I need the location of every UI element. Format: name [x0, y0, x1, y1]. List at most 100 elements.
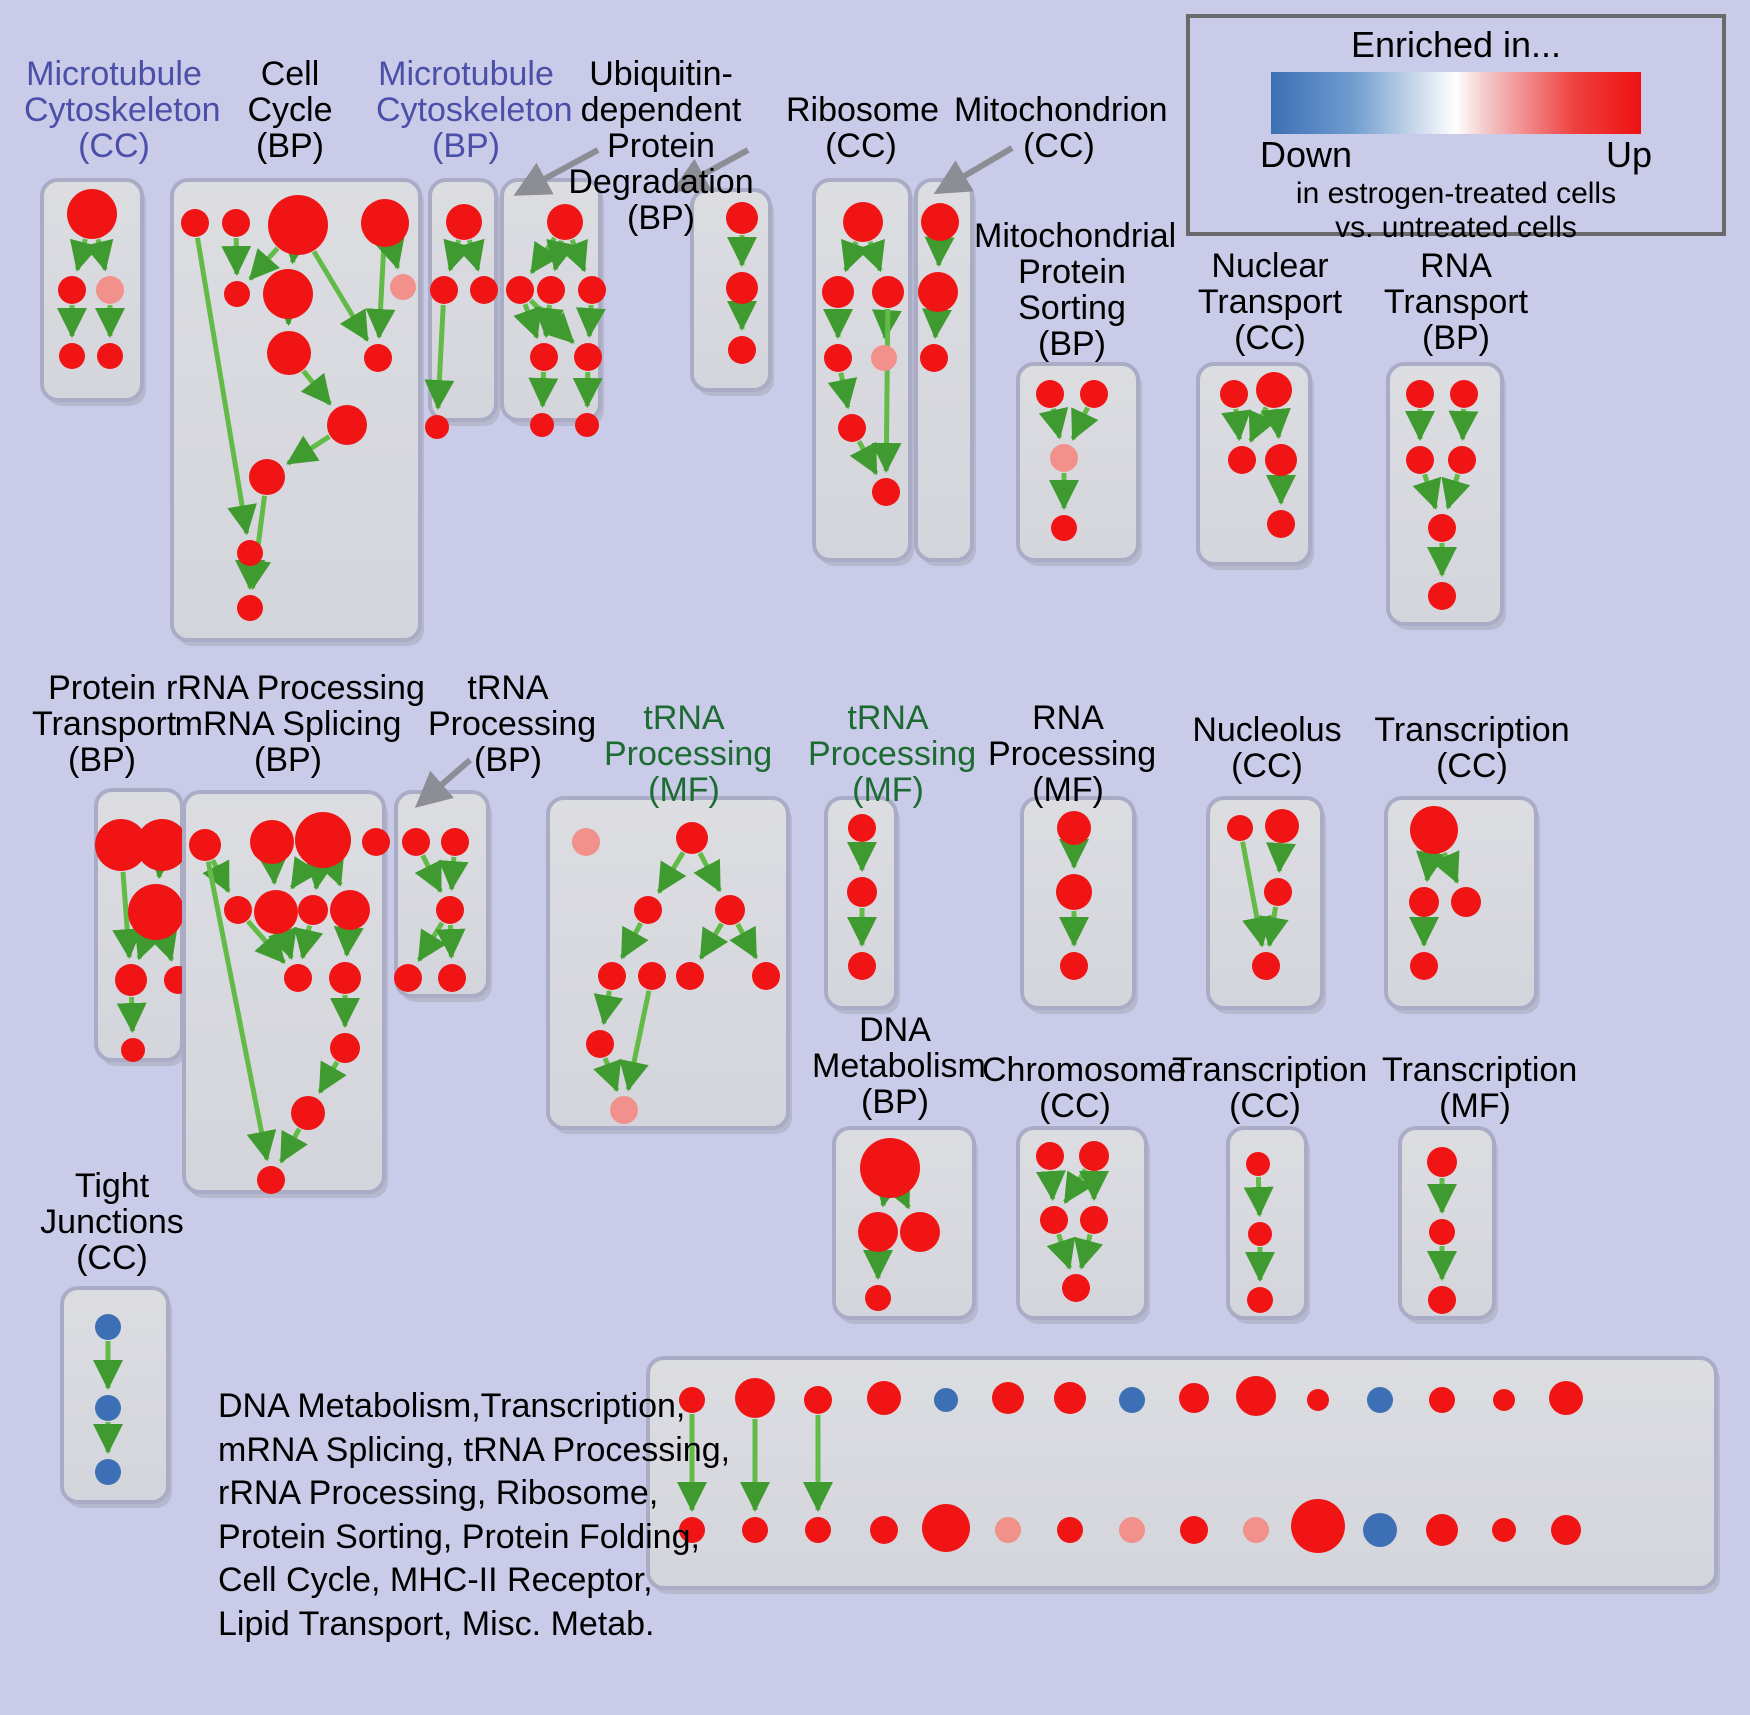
- network-node[interactable]: [224, 281, 250, 307]
- network-node[interactable]: [872, 276, 904, 308]
- network-node[interactable]: [249, 459, 285, 495]
- network-node[interactable]: [598, 962, 626, 990]
- network-node[interactable]: [922, 1504, 970, 1552]
- network-node[interactable]: [1307, 1389, 1329, 1411]
- network-node[interactable]: [1247, 1287, 1273, 1313]
- network-node[interactable]: [805, 1517, 831, 1543]
- network-node[interactable]: [446, 204, 482, 240]
- network-node[interactable]: [843, 202, 883, 242]
- network-node[interactable]: [752, 962, 780, 990]
- network-node[interactable]: [1054, 1382, 1086, 1414]
- network-node[interactable]: [250, 820, 294, 864]
- network-node[interactable]: [254, 890, 298, 934]
- network-node[interactable]: [1080, 380, 1108, 408]
- network-node[interactable]: [284, 964, 312, 992]
- network-node[interactable]: [364, 344, 392, 372]
- network-node[interactable]: [1427, 1147, 1457, 1177]
- network-node[interactable]: [1426, 1514, 1458, 1546]
- network-node[interactable]: [822, 276, 854, 308]
- network-node[interactable]: [715, 895, 745, 925]
- network-node[interactable]: [267, 331, 311, 375]
- network-node[interactable]: [860, 1138, 920, 1198]
- network-node[interactable]: [920, 344, 948, 372]
- network-node[interactable]: [95, 1395, 121, 1421]
- network-node[interactable]: [96, 276, 124, 304]
- network-node[interactable]: [1492, 1518, 1516, 1542]
- network-node[interactable]: [1036, 380, 1064, 408]
- network-node[interactable]: [1220, 380, 1248, 408]
- network-node[interactable]: [438, 964, 466, 992]
- network-node[interactable]: [115, 964, 147, 996]
- network-node[interactable]: [1040, 1206, 1068, 1234]
- network-node[interactable]: [547, 204, 583, 240]
- network-node[interactable]: [1062, 1274, 1090, 1302]
- network-node[interactable]: [1056, 874, 1092, 910]
- network-node[interactable]: [425, 415, 449, 439]
- network-node[interactable]: [1050, 444, 1078, 472]
- network-node[interactable]: [1057, 1517, 1083, 1543]
- network-node[interactable]: [742, 1517, 768, 1543]
- network-node[interactable]: [858, 1212, 898, 1252]
- network-node[interactable]: [1549, 1381, 1583, 1415]
- network-node[interactable]: [867, 1381, 901, 1415]
- network-node[interactable]: [872, 478, 900, 506]
- network-node[interactable]: [1410, 952, 1438, 980]
- network-node[interactable]: [735, 1378, 775, 1418]
- network-node[interactable]: [586, 1030, 614, 1058]
- network-node[interactable]: [394, 964, 422, 992]
- network-node[interactable]: [676, 822, 708, 854]
- network-node[interactable]: [728, 336, 756, 364]
- network-node[interactable]: [530, 413, 554, 437]
- network-node[interactable]: [638, 962, 666, 990]
- network-node[interactable]: [1051, 515, 1077, 541]
- network-node[interactable]: [237, 595, 263, 621]
- network-node[interactable]: [330, 890, 370, 930]
- network-node[interactable]: [848, 952, 876, 980]
- network-node[interactable]: [870, 1516, 898, 1544]
- network-node[interactable]: [1252, 952, 1280, 980]
- network-node[interactable]: [263, 269, 313, 319]
- network-node[interactable]: [848, 814, 876, 842]
- network-node[interactable]: [402, 828, 430, 856]
- network-node[interactable]: [1248, 1222, 1272, 1246]
- network-node[interactable]: [1448, 446, 1476, 474]
- network-node[interactable]: [58, 276, 86, 304]
- network-node[interactable]: [847, 877, 877, 907]
- network-node[interactable]: [361, 199, 409, 247]
- network-node[interactable]: [95, 819, 147, 871]
- network-node[interactable]: [470, 276, 498, 304]
- network-node[interactable]: [610, 1096, 638, 1124]
- network-node[interactable]: [441, 828, 469, 856]
- network-node[interactable]: [1267, 510, 1295, 538]
- network-node[interactable]: [330, 1033, 360, 1063]
- network-node[interactable]: [237, 540, 263, 566]
- network-node[interactable]: [181, 209, 209, 237]
- network-node[interactable]: [1119, 1517, 1145, 1543]
- network-node[interactable]: [1363, 1513, 1397, 1547]
- network-node[interactable]: [1057, 811, 1091, 845]
- network-node[interactable]: [1429, 1387, 1455, 1413]
- network-node[interactable]: [268, 195, 328, 255]
- network-node[interactable]: [329, 962, 361, 994]
- network-node[interactable]: [679, 1517, 705, 1543]
- network-node[interactable]: [1060, 952, 1088, 980]
- network-node[interactable]: [59, 343, 85, 369]
- network-node[interactable]: [1428, 514, 1456, 542]
- network-node[interactable]: [67, 189, 117, 239]
- network-node[interactable]: [1428, 1286, 1456, 1314]
- network-node[interactable]: [992, 1382, 1024, 1414]
- network-node[interactable]: [1264, 878, 1292, 906]
- cluster-box[interactable]: [60, 1286, 170, 1504]
- network-node[interactable]: [136, 819, 188, 871]
- network-node[interactable]: [1429, 1219, 1455, 1245]
- network-node[interactable]: [574, 343, 602, 371]
- network-node[interactable]: [1179, 1383, 1209, 1413]
- network-node[interactable]: [436, 896, 464, 924]
- network-node[interactable]: [1409, 887, 1439, 917]
- network-node[interactable]: [537, 276, 565, 304]
- network-node[interactable]: [1079, 1141, 1109, 1171]
- network-node[interactable]: [1406, 446, 1434, 474]
- network-node[interactable]: [128, 884, 184, 940]
- network-node[interactable]: [1080, 1206, 1108, 1234]
- network-node[interactable]: [1451, 887, 1481, 917]
